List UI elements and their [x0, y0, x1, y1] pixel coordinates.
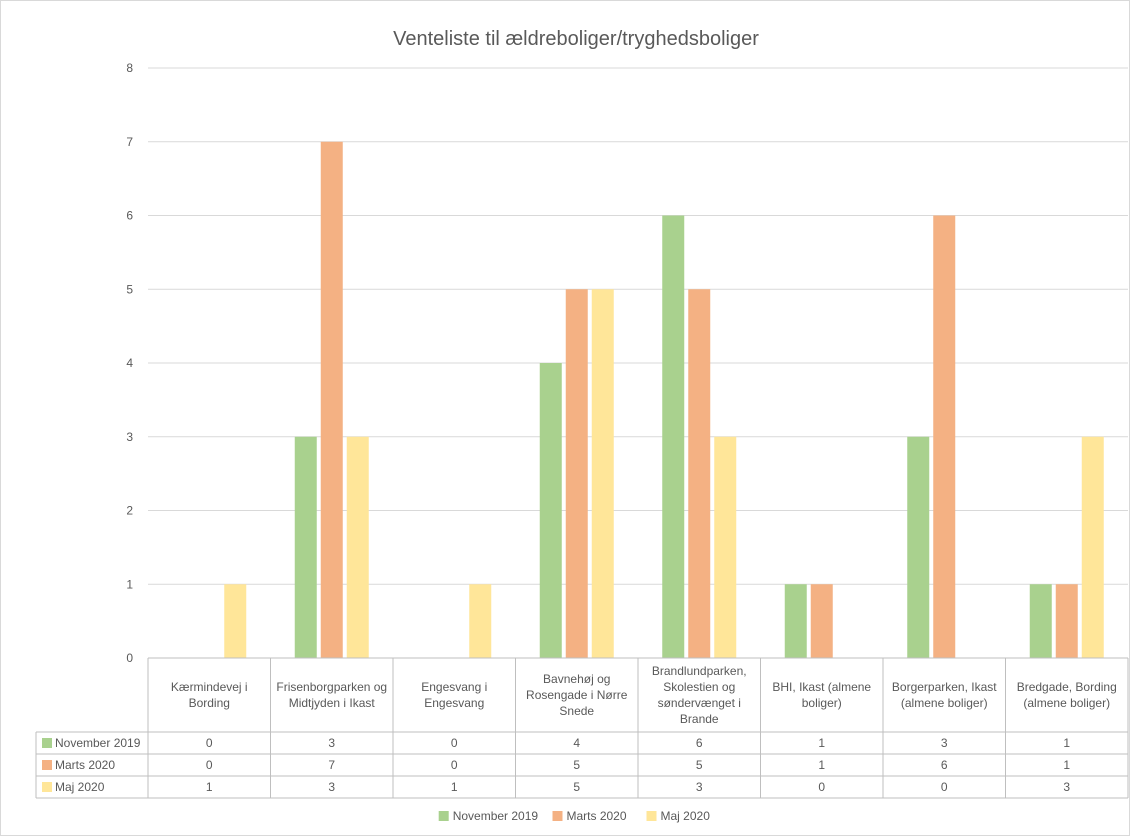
category-label-line: Engesvang i [421, 680, 487, 694]
table-cell-value: 0 [451, 736, 458, 750]
category-label-line: Engesvang [424, 696, 484, 710]
legend-key [646, 811, 657, 821]
legend: November 2019 Marts 2020 Maj 2020 [438, 809, 711, 823]
table-cell-value: 1 [1063, 736, 1070, 750]
category-label-line: Midtjyden i Ikast [289, 696, 376, 710]
y-tick-label: 8 [126, 61, 133, 75]
bar [591, 289, 614, 658]
category-label-line: Rosengade i Nørre [526, 688, 628, 702]
category-label: BHI, Ikast (almene boliger) [772, 680, 871, 710]
y-axis: 0 1 2 3 4 5 6 7 8 [126, 61, 133, 665]
category-label: Bredgade, Bording (almene boliger) [1017, 680, 1117, 710]
table-cell-value: 5 [696, 758, 703, 772]
bar [1081, 436, 1104, 658]
table-legend-key [42, 760, 52, 770]
bar [662, 215, 685, 658]
table-cell-value: 3 [328, 736, 335, 750]
category-label-line: (almene boliger) [1023, 696, 1110, 710]
category-label-line: boliger) [802, 696, 842, 710]
table-cell-value: 5 [573, 758, 580, 772]
data-table: Kærmindevej i Bording Frisenborgparken og M… [35, 657, 1129, 799]
table-cell-value: 3 [696, 780, 703, 794]
category-label-line: Borgerparken, Ikast [892, 680, 997, 694]
category-label-line: Bording [189, 696, 230, 710]
bar [810, 584, 833, 658]
category-label-line: søndervænget i [658, 696, 741, 710]
bar [346, 436, 369, 658]
bar [907, 436, 930, 658]
table-legend-key [42, 782, 52, 792]
bar [714, 436, 737, 658]
legend-label: November 2019 [453, 809, 539, 823]
y-tick-label: 1 [126, 577, 133, 591]
legend-label: Marts 2020 [567, 809, 627, 823]
bar [1029, 584, 1052, 658]
table-cell-value: 7 [328, 758, 335, 772]
category-label-line: Frisenborgparken og [276, 680, 387, 694]
table-cell-value: 0 [206, 736, 213, 750]
table-cell-value: 6 [941, 758, 948, 772]
y-tick-label: 3 [126, 430, 133, 444]
table-series-label: Marts 2020 [55, 758, 115, 772]
table-series-label: Maj 2020 [55, 780, 105, 794]
category-label-line: Bredgade, Bording [1017, 680, 1117, 694]
category-label-line: Brandlundparken, [652, 664, 747, 678]
bar [688, 289, 711, 658]
table-cell-value: 0 [818, 780, 825, 794]
bar [784, 584, 807, 658]
y-tick-label: 6 [126, 209, 133, 223]
bar [933, 215, 956, 658]
y-tick-label: 4 [126, 356, 133, 370]
category-label-line: Snede [559, 704, 594, 718]
category-label-line: (almene boliger) [901, 696, 988, 710]
category-label: Engesvang i Engesvang [421, 680, 487, 710]
table-cell-value: 1 [451, 780, 458, 794]
table-cell-value: 3 [328, 780, 335, 794]
y-tick-label: 2 [126, 504, 133, 518]
table-cell-value: 0 [941, 780, 948, 794]
legend-key [552, 811, 563, 821]
category-label: Bavnehøj og Rosengade i Nørre Snede [526, 672, 628, 718]
table-cell-value: 1 [1063, 758, 1070, 772]
table-cell-value: 3 [1063, 780, 1070, 794]
bar [469, 584, 492, 658]
category-label: Frisenborgparken og Midtjyden i Ikast [276, 680, 387, 710]
legend-key [438, 811, 449, 821]
y-tick-label: 0 [126, 651, 133, 665]
bar [565, 289, 588, 658]
category-label-line: Brande [680, 712, 719, 726]
category-label: Brandlundparken, Skolestien og søndervænge… [652, 664, 747, 726]
chart-title: Venteliste til ældreboliger/tryghedsboli… [393, 28, 759, 50]
table-cell-value: 1 [206, 780, 213, 794]
table-cell-value: 1 [818, 736, 825, 750]
bar [539, 363, 562, 658]
category-label: Kærmindevej i Bording [171, 680, 248, 710]
table-cell-value: 3 [941, 736, 948, 750]
table-cell-value: 4 [573, 736, 580, 750]
table-cell-value: 5 [573, 780, 580, 794]
category-label-line: Bavnehøj og [543, 672, 610, 686]
table-cell-value: 0 [206, 758, 213, 772]
y-tick-label: 7 [126, 135, 133, 149]
y-tick-label: 5 [126, 282, 133, 296]
bar [294, 436, 317, 658]
bar [1055, 584, 1078, 658]
table-series-label: November 2019 [55, 736, 141, 750]
category-label-line: Kærmindevej i [171, 680, 248, 694]
category-label-line: BHI, Ikast (almene [772, 680, 871, 694]
table-cell-value: 0 [451, 758, 458, 772]
legend-label: Maj 2020 [661, 809, 711, 823]
table-cell-value: 1 [818, 758, 825, 772]
table-cell-value: 6 [696, 736, 703, 750]
bar [320, 141, 343, 658]
bars [224, 141, 1104, 658]
category-label: Borgerparken, Ikast (almene boliger) [892, 680, 997, 710]
table-legend-key [42, 738, 52, 748]
bar [224, 584, 247, 658]
category-label-line: Skolestien og [663, 680, 735, 694]
